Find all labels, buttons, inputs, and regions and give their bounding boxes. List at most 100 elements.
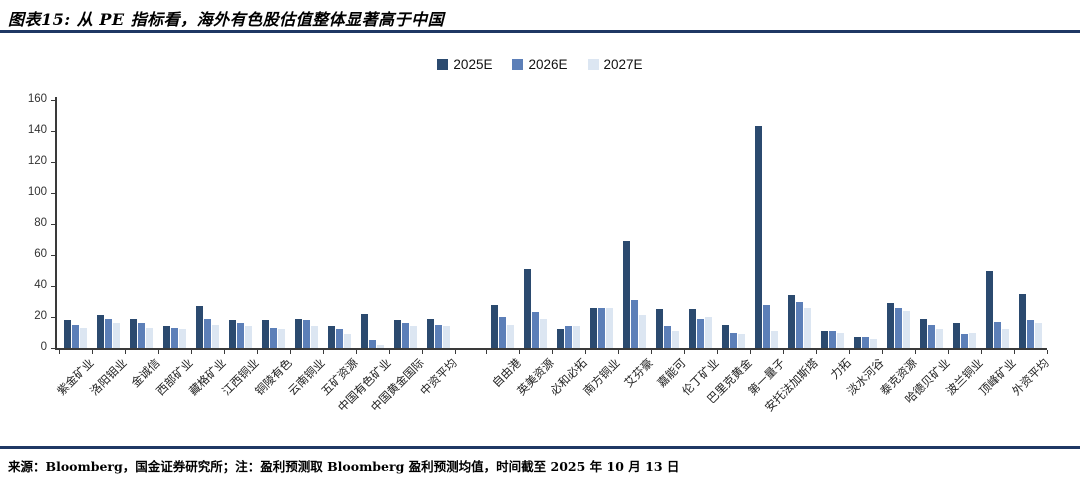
x-axis-tick — [947, 349, 949, 354]
bar-2027e-27 — [968, 332, 976, 348]
x-axis-tick — [1013, 349, 1015, 354]
bar-2026e-23 — [828, 330, 836, 348]
x-axis-tick — [91, 349, 93, 354]
bar-2027e-28 — [1001, 329, 1009, 348]
x-axis-tick — [848, 349, 850, 354]
bar-2027e-25 — [902, 310, 910, 348]
chart-legend: 2025E 2026E 2027E — [0, 57, 1080, 72]
bar-2026e-5 — [203, 318, 211, 348]
y-axis-tick — [51, 162, 55, 163]
bar-2027e-16 — [605, 307, 613, 348]
bar-2025e-21 — [754, 126, 762, 348]
bar-2026e-27 — [960, 334, 968, 348]
bar-2027e-21 — [770, 330, 778, 348]
bar-2027e-26 — [935, 329, 943, 348]
bar-2025e-13 — [490, 304, 498, 348]
y-axis-tick-label: 160 — [27, 93, 47, 105]
x-axis-tick — [881, 349, 883, 354]
bar-2027e-12 — [442, 326, 450, 348]
x-axis-tick — [980, 349, 982, 354]
bar-2025e-19 — [688, 309, 696, 348]
bar-2026e-25 — [894, 307, 902, 348]
bar-2025e-14 — [523, 268, 531, 348]
bar-2026e-17 — [630, 299, 638, 348]
bar-2026e-10 — [368, 340, 376, 348]
x-axis-tick — [584, 349, 586, 354]
legend-swatch-2026e — [512, 59, 524, 70]
bar-2027e-22 — [803, 307, 811, 348]
bar-2026e-2 — [104, 318, 112, 348]
bar-2025e-10 — [360, 313, 368, 348]
bar-2027e-18 — [671, 330, 679, 348]
bar-2025e-4 — [162, 326, 170, 348]
bar-2026e-13 — [498, 317, 506, 348]
y-axis-tick — [51, 131, 55, 132]
legend-item-2026e: 2026E — [512, 57, 568, 72]
y-axis-tick-label: 100 — [27, 186, 47, 198]
bar-2025e-18 — [655, 309, 663, 348]
bar-2026e-19 — [696, 318, 704, 348]
bar-2026e-4 — [170, 327, 178, 348]
bar-2026e-26 — [927, 324, 935, 348]
bar-2026e-11 — [401, 323, 409, 348]
bar-2027e-3 — [145, 327, 153, 348]
y-axis-tick — [51, 193, 55, 194]
x-axis-tick — [683, 349, 685, 354]
bar-2027e-23 — [836, 332, 844, 348]
footer-divider — [0, 446, 1080, 449]
bar-2025e-5 — [195, 306, 203, 348]
y-axis-tick — [51, 255, 55, 256]
bar-2026e-16 — [597, 307, 605, 348]
y-axis-tick — [51, 348, 55, 349]
legend-label-2026e: 2026E — [528, 57, 568, 72]
bar-2027e-14 — [539, 318, 547, 348]
bar-2027e-20 — [737, 334, 745, 348]
legend-swatch-2027e — [587, 59, 599, 70]
bar-2025e-2 — [96, 315, 104, 348]
bar-2026e-12 — [434, 324, 442, 348]
bar-2026e-7 — [269, 327, 277, 348]
y-axis-line — [55, 97, 57, 349]
x-axis-tick — [782, 349, 784, 354]
x-axis-label: 力拓 — [828, 357, 854, 382]
y-axis-tick-label: 40 — [34, 279, 47, 291]
bar-2026e-24 — [861, 337, 869, 348]
x-axis-tick — [650, 349, 652, 354]
x-axis-tick — [58, 349, 60, 354]
bar-2025e-25 — [886, 303, 894, 348]
bar-2027e-7 — [277, 329, 285, 348]
bar-2026e-21 — [762, 304, 770, 348]
x-axis-tick — [716, 349, 718, 354]
bar-2025e-23 — [820, 330, 828, 348]
bar-2027e-4 — [178, 329, 186, 348]
figure-title: 图表15: 从 PE 指标看，海外有色股估值整体显著高于中国 — [8, 10, 445, 29]
legend-swatch-2025e — [437, 59, 449, 70]
x-axis-tick — [289, 349, 291, 354]
bar-2026e-29 — [1026, 320, 1034, 348]
bar-2025e-1 — [63, 320, 71, 348]
bar-2027e-9 — [343, 334, 351, 348]
bar-2026e-1 — [71, 324, 79, 348]
bar-2027e-29 — [1034, 323, 1042, 348]
x-axis-tick — [1046, 349, 1048, 354]
bar-2027e-6 — [244, 326, 252, 348]
bar-2026e-6 — [236, 323, 244, 348]
x-axis-tick — [551, 349, 553, 354]
bar-2025e-29 — [1018, 293, 1026, 348]
x-axis-tick — [223, 349, 225, 354]
bar-2026e-20 — [729, 332, 737, 348]
x-axis-tick — [190, 349, 192, 354]
bar-2025e-3 — [129, 318, 137, 348]
bar-2025e-12 — [426, 318, 434, 348]
x-axis-tick — [617, 349, 619, 354]
bar-2025e-8 — [294, 318, 302, 348]
y-axis-tick-label: 60 — [34, 248, 47, 260]
x-axis-tick — [355, 349, 357, 354]
y-axis-tick — [51, 317, 55, 318]
y-axis-tick-label: 0 — [40, 341, 47, 353]
legend-item-2027e: 2027E — [587, 57, 643, 72]
x-axis-label: 艾芬豪 — [622, 357, 656, 391]
bar-2025e-11 — [393, 320, 401, 348]
bar-2027e-11 — [409, 326, 417, 348]
